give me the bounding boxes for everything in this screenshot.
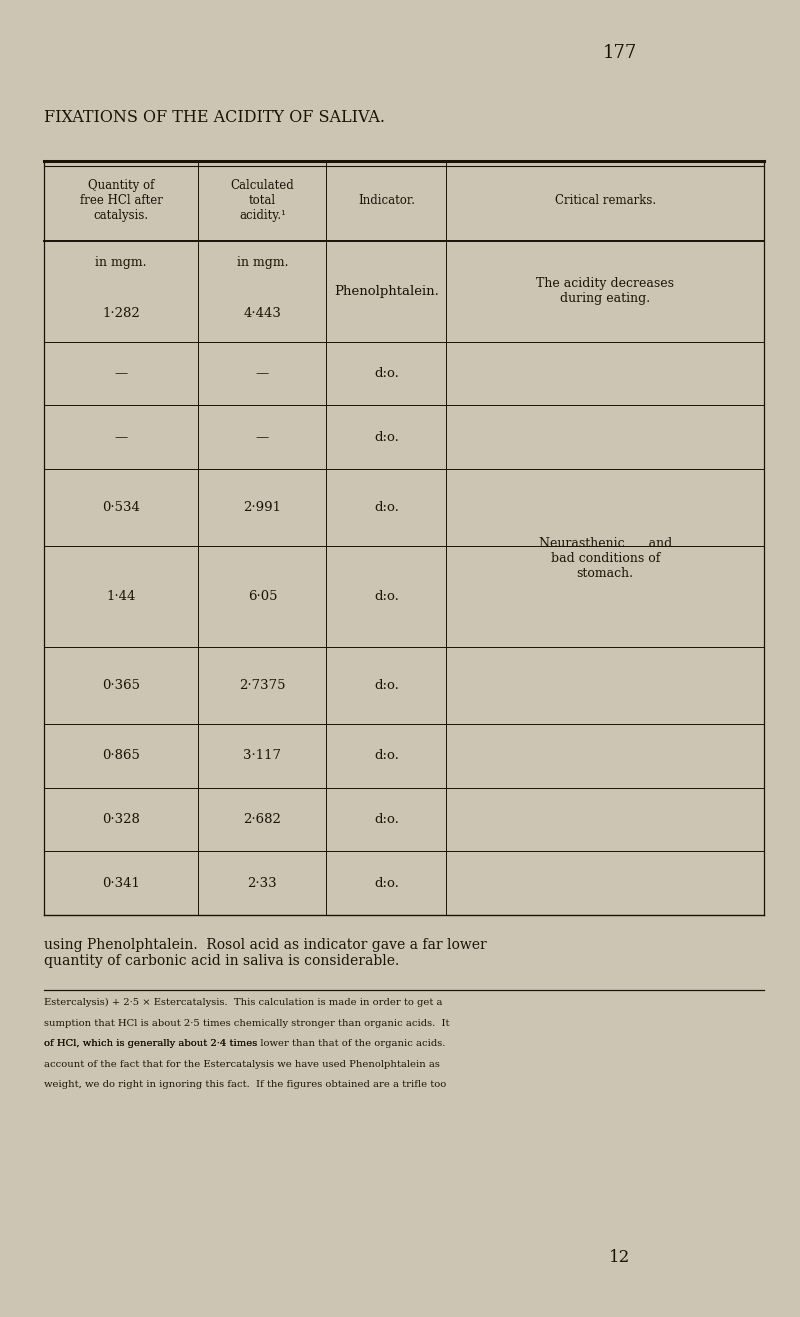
Text: 1·282: 1·282: [102, 307, 140, 320]
Text: Estercalysis) + 2·5 × Estercatalysis.  This calculation is made in order to get : Estercalysis) + 2·5 × Estercatalysis. Th…: [44, 998, 442, 1008]
Text: using Phenolphtalein.  Rosol acid as indicator gave a far lower
quantity of carb: using Phenolphtalein. Rosol acid as indi…: [44, 938, 486, 968]
Text: The acidity decreases
during eating.: The acidity decreases during eating.: [536, 277, 674, 306]
Text: 0·365: 0·365: [102, 678, 140, 691]
Text: 1·44: 1·44: [106, 590, 136, 603]
Text: in mgm.: in mgm.: [95, 257, 147, 269]
Text: Calculated
total
acidity.¹: Calculated total acidity.¹: [230, 179, 294, 223]
Text: 3·117: 3·117: [243, 749, 282, 763]
Text: d:o.: d:o.: [374, 502, 399, 514]
Text: Phenolphtalein.: Phenolphtalein.: [334, 284, 439, 298]
Text: d:o.: d:o.: [374, 749, 399, 763]
Text: —: —: [256, 367, 269, 381]
Text: FIXATIONS OF THE ACIDITY OF SALIVA.: FIXATIONS OF THE ACIDITY OF SALIVA.: [44, 109, 385, 125]
Text: 2·33: 2·33: [247, 877, 278, 890]
Text: 0·865: 0·865: [102, 749, 140, 763]
Text: 6·05: 6·05: [248, 590, 277, 603]
Text: 2·682: 2·682: [243, 813, 282, 826]
Text: Neurasthenic      and
bad conditions of
stomach.: Neurasthenic and bad conditions of stoma…: [538, 537, 672, 579]
Text: d:o.: d:o.: [374, 678, 399, 691]
Text: d:o.: d:o.: [374, 877, 399, 890]
Text: Indicator.: Indicator.: [358, 194, 415, 207]
Text: sumption that HCl is about 2·5 times chemically stronger than organic acids.  It: sumption that HCl is about 2·5 times che…: [44, 1019, 450, 1027]
Text: 0·534: 0·534: [102, 502, 140, 514]
Text: 2·991: 2·991: [243, 502, 282, 514]
Text: Critical remarks.: Critical remarks.: [554, 194, 656, 207]
Text: d:o.: d:o.: [374, 431, 399, 444]
Text: 2·7375: 2·7375: [239, 678, 286, 691]
Text: 4·443: 4·443: [243, 307, 282, 320]
Text: d:o.: d:o.: [374, 367, 399, 381]
Text: —: —: [256, 431, 269, 444]
Text: weight, we do right in ignoring this fact.  If the figures obtained are a trifle: weight, we do right in ignoring this fac…: [44, 1080, 446, 1089]
Text: 0·341: 0·341: [102, 877, 140, 890]
Text: 177: 177: [603, 43, 637, 62]
Text: Quantity of
free HCl after
catalysis.: Quantity of free HCl after catalysis.: [80, 179, 162, 223]
Text: of HCl, which is generally about 2·4 times lower than that of the organic acids.: of HCl, which is generally about 2·4 tim…: [44, 1039, 446, 1048]
Text: account of the fact that for the Estercatalysis we have used Phenolphtalein as: account of the fact that for the Esterca…: [44, 1059, 440, 1068]
Text: —: —: [114, 431, 128, 444]
Text: of HCl, which is generally about 2·4 times: of HCl, which is generally about 2·4 tim…: [44, 1039, 260, 1048]
Text: of HCl, which is generally about 2·4 times lower than that of the organic acids.: of HCl, which is generally about 2·4 tim…: [44, 1039, 446, 1048]
Text: in mgm.: in mgm.: [237, 257, 288, 269]
Text: 0·328: 0·328: [102, 813, 140, 826]
Text: d:o.: d:o.: [374, 590, 399, 603]
Text: d:o.: d:o.: [374, 813, 399, 826]
Text: 12: 12: [610, 1250, 630, 1266]
Text: —: —: [114, 367, 128, 381]
